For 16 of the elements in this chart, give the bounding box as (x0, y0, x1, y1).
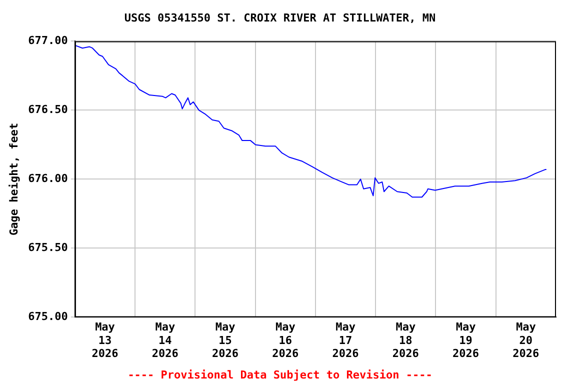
chart-title: USGS 05341550 ST. CROIX RIVER AT STILLWATER, MN (124, 11, 436, 24)
y-tick-label: 675.00 (28, 310, 68, 324)
y-axis-title: Gage height, feet (7, 122, 20, 236)
x-tick-label: May 18 2026 (392, 320, 420, 360)
text: ---- Provisional Data Subject to Revision ---- (128, 368, 432, 382)
x-tick-label: May 17 2026 (332, 320, 360, 360)
x-tick-label: May 13 2026 (92, 320, 119, 360)
y-tick-label: 675.50 (28, 241, 68, 254)
x-tick-label: May 19 2026 (452, 320, 480, 360)
x-tick-label: May 14 2026 (152, 320, 179, 360)
y-tick-label: 677.00 (28, 34, 68, 48)
x-tick-label: May 15 2026 (212, 320, 239, 360)
x-tick-label: May 16 2026 (272, 320, 300, 360)
x-tick-label: May 20 2026 (512, 320, 540, 360)
y-tick-label: 676.50 (28, 103, 68, 116)
y-tick-label: 676.00 (28, 172, 68, 186)
